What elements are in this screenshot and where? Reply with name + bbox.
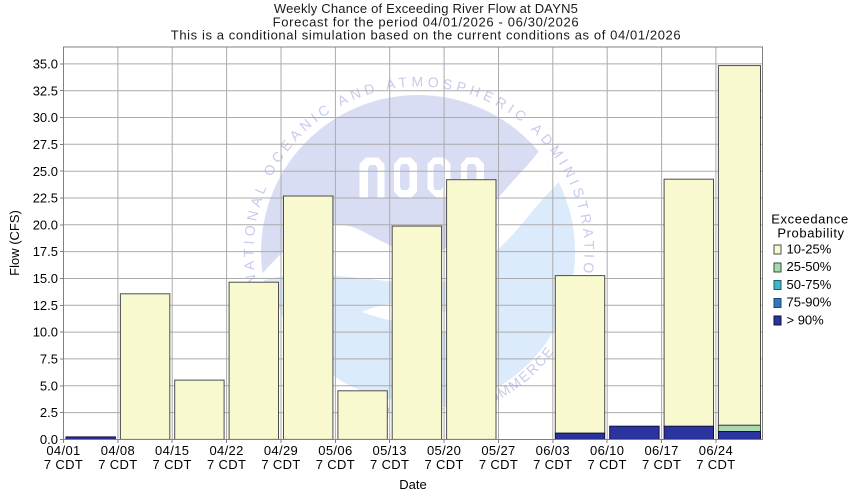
svg-text:27.5: 27.5 <box>33 137 58 152</box>
svg-text:7 CDT: 7 CDT <box>44 457 83 472</box>
svg-text:10-25%: 10-25% <box>787 241 832 256</box>
svg-text:25.0: 25.0 <box>33 164 58 179</box>
svg-text:7 CDT: 7 CDT <box>153 457 192 472</box>
svg-text:12.5: 12.5 <box>33 298 58 313</box>
svg-text:32.5: 32.5 <box>33 83 58 98</box>
svg-text:25-50%: 25-50% <box>787 259 832 274</box>
svg-text:15.0: 15.0 <box>33 271 58 286</box>
svg-text:06/10: 06/10 <box>590 443 624 458</box>
svg-text:04/15: 04/15 <box>155 443 189 458</box>
svg-text:Forecast for the period 04/01/: Forecast for the period 04/01/2026 - 06/… <box>273 14 580 29</box>
svg-text:7 CDT: 7 CDT <box>316 457 355 472</box>
svg-text:7 CDT: 7 CDT <box>533 457 572 472</box>
svg-text:> 90%: > 90% <box>787 313 825 328</box>
svg-text:50-75%: 50-75% <box>787 277 832 292</box>
svg-text:Probability: Probability <box>777 226 844 241</box>
svg-text:20.0: 20.0 <box>33 217 58 232</box>
svg-text:75-90%: 75-90% <box>787 295 832 310</box>
svg-text:05/13: 05/13 <box>373 443 407 458</box>
svg-text:7 CDT: 7 CDT <box>261 457 300 472</box>
svg-text:7.5: 7.5 <box>40 352 58 367</box>
svg-text:7 CDT: 7 CDT <box>98 457 137 472</box>
svg-text:Date: Date <box>399 477 426 492</box>
svg-text:30.0: 30.0 <box>33 110 58 125</box>
svg-text:7 CDT: 7 CDT <box>479 457 518 472</box>
svg-text:This is a conditional simulati: This is a conditional simulation based o… <box>171 27 681 42</box>
svg-text:35.0: 35.0 <box>33 57 58 72</box>
svg-text:2.5: 2.5 <box>40 405 58 420</box>
svg-text:04/08: 04/08 <box>101 443 135 458</box>
svg-text:22.5: 22.5 <box>33 191 58 206</box>
svg-text:7 CDT: 7 CDT <box>207 457 246 472</box>
svg-text:7 CDT: 7 CDT <box>588 457 627 472</box>
svg-text:04/01: 04/01 <box>46 443 80 458</box>
svg-text:Exceedance: Exceedance <box>771 212 849 227</box>
svg-text:04/22: 04/22 <box>209 443 243 458</box>
svg-text:7 CDT: 7 CDT <box>370 457 409 472</box>
svg-text:10.0: 10.0 <box>33 325 58 340</box>
svg-text:Weekly Chance of Exceeding Riv: Weekly Chance of Exceeding River Flow at… <box>274 1 578 16</box>
svg-text:7 CDT: 7 CDT <box>424 457 463 472</box>
svg-text:05/20: 05/20 <box>427 443 461 458</box>
svg-text:06/17: 06/17 <box>644 443 678 458</box>
svg-text:0.0: 0.0 <box>40 432 58 447</box>
svg-text:06/24: 06/24 <box>699 443 733 458</box>
svg-text:06/03: 06/03 <box>536 443 570 458</box>
svg-text:Flow (CFS): Flow (CFS) <box>7 210 22 276</box>
svg-text:05/27: 05/27 <box>481 443 515 458</box>
svg-text:7 CDT: 7 CDT <box>642 457 681 472</box>
svg-text:7 CDT: 7 CDT <box>696 457 735 472</box>
svg-text:04/29: 04/29 <box>264 443 298 458</box>
svg-text:5.0: 5.0 <box>40 378 58 393</box>
svg-text:05/06: 05/06 <box>318 443 352 458</box>
svg-text:17.5: 17.5 <box>33 244 58 259</box>
